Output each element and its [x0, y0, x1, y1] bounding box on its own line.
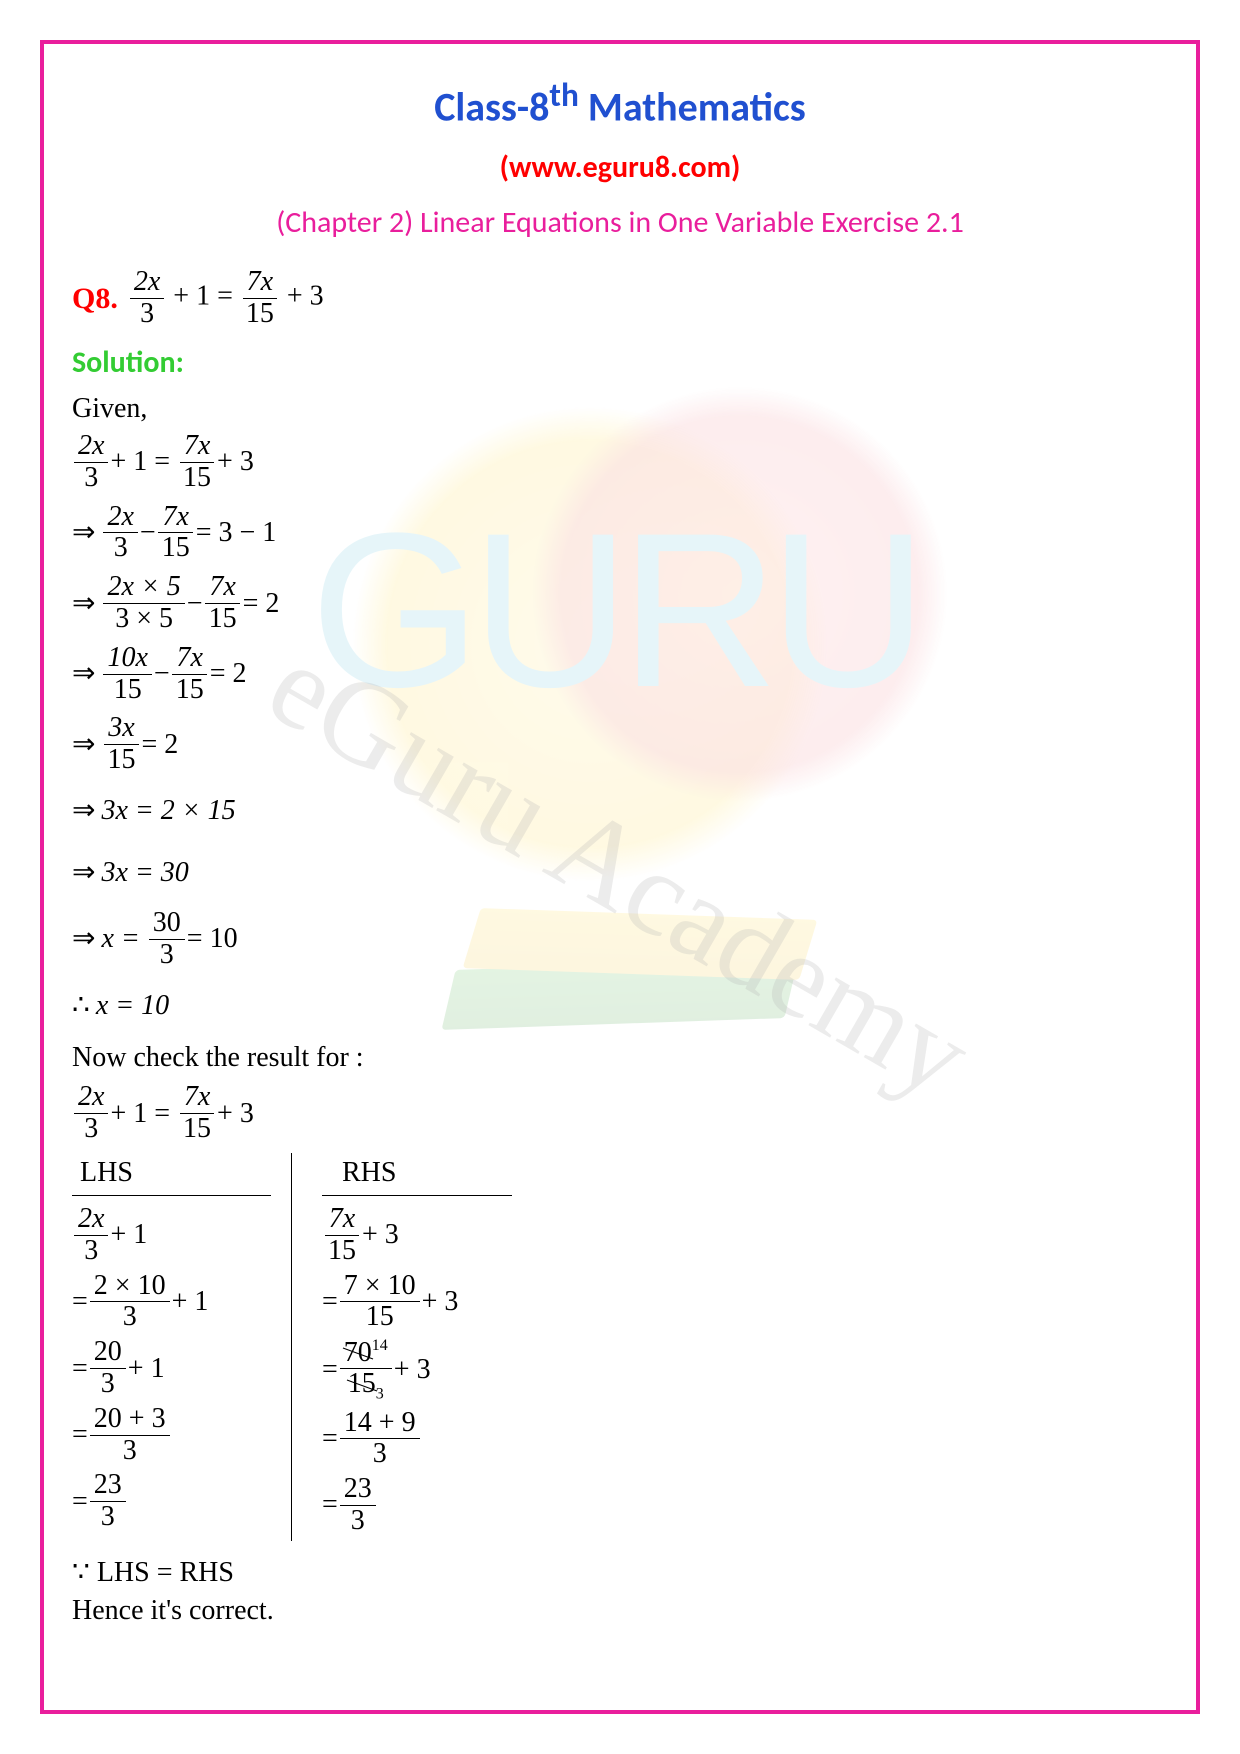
rhs-row-2: = 7 × 1015 + 3	[322, 1271, 512, 1334]
lhs-row-5: = 233	[72, 1470, 271, 1533]
question-label: Q8.	[72, 282, 118, 316]
step-5: ⇒ 3x15 = 2	[72, 713, 1168, 776]
lhs-header: LHS	[72, 1153, 271, 1196]
rhs-row-3: = 7014 153 + 3	[322, 1337, 512, 1403]
solution-steps: 2x3 + 1 = 7x15 + 3 ⇒ 2x3 − 7x15 = 3 − 1 …	[72, 431, 1168, 1033]
check-label: Now check the result for :	[72, 1042, 1168, 1074]
lhs-row-4: = 20 + 33	[72, 1404, 271, 1467]
content-area: Class-8th Mathematics (www.eguru8.com) (…	[72, 74, 1168, 1627]
chapter-heading: (Chapter 2) Linear Equations in One Vari…	[72, 204, 1168, 241]
step-8: ⇒ x = 303 = 10	[72, 908, 1168, 971]
rhs-column: RHS 7x15 + 3 = 7 × 1015 + 3 = 7014 153	[292, 1153, 512, 1541]
title-sup: th	[549, 74, 578, 115]
solution-heading: Solution:	[72, 344, 1168, 381]
step-6: ⇒ 3x = 2 × 15	[72, 784, 1168, 838]
question-row: Q8. 2x3 + 1 = 7x15 + 3	[72, 267, 1168, 330]
lhs-row-2: = 2 × 103 + 1	[72, 1271, 271, 1334]
question-equation: 2x3 + 1 = 7x15 + 3	[128, 267, 324, 330]
step-1: 2x3 + 1 = 7x15 + 3	[72, 431, 1168, 494]
step-7: ⇒ 3x = 30	[72, 846, 1168, 900]
rhs-row-5: = 233	[322, 1474, 512, 1537]
rhs-row-1: 7x15 + 3	[322, 1204, 512, 1267]
conclusion-2: Hence it's correct.	[72, 1595, 1168, 1627]
step-4: ⇒ 10x15 − 7x15 = 2	[72, 643, 1168, 706]
check-equation: 2x3 + 1 = 7x15 + 3	[72, 1082, 1168, 1145]
lhs-column: LHS 2x3 + 1 = 2 × 103 + 1 = 203 + 1 =	[72, 1153, 292, 1541]
lhs-row-1: 2x3 + 1	[72, 1204, 271, 1267]
step-2: ⇒ 2x3 − 7x15 = 3 − 1	[72, 502, 1168, 565]
rhs-header: RHS	[322, 1153, 512, 1196]
conclusion-1: ∵ LHS = RHS	[72, 1555, 1168, 1589]
title-pre: Class-8	[434, 82, 549, 131]
step-9: ∴ x = 10	[72, 978, 1168, 1032]
rhs-row-4: = 14 + 93	[322, 1408, 512, 1471]
step-3: ⇒ 2x × 53 × 5 − 7x15 = 2	[72, 572, 1168, 635]
page-frame: GURU eGuru Academy Class-8th Mathematics…	[40, 40, 1200, 1714]
website-url: (www.eguru8.com)	[72, 149, 1168, 186]
title-post: Mathematics	[579, 82, 806, 131]
given-label: Given,	[72, 393, 1168, 425]
verification-table: LHS 2x3 + 1 = 2 × 103 + 1 = 203 + 1 =	[72, 1153, 1168, 1541]
page-title: Class-8th Mathematics	[72, 74, 1168, 131]
lhs-row-3: = 203 + 1	[72, 1337, 271, 1400]
